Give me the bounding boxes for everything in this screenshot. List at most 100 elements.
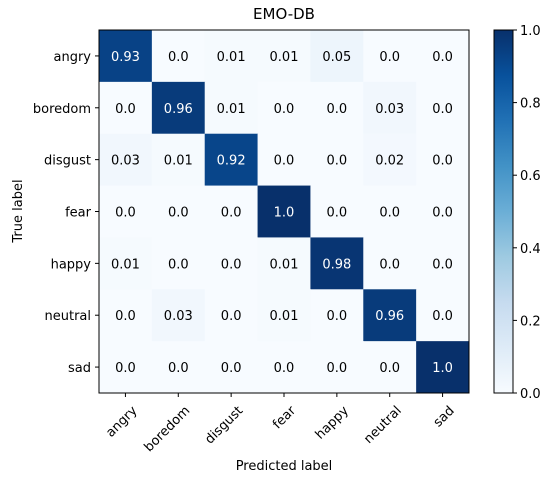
heatmap-cell xyxy=(363,133,417,187)
heatmap-cell xyxy=(363,30,417,83)
x-tick-label: sad xyxy=(431,403,458,430)
heatmap-cell xyxy=(99,237,153,290)
heatmap-cell xyxy=(99,341,153,394)
colorbar: 0.0 0.2 0.4 0.6 0.8 1.0 xyxy=(493,24,541,402)
x-axis-title: Predicted label xyxy=(236,459,333,474)
cell-value-label: 0.0 xyxy=(327,361,348,376)
heatmap-cell xyxy=(257,30,311,83)
cell-value-label: 0.01 xyxy=(164,154,193,169)
heatmap-cells xyxy=(99,30,470,394)
y-axis-title: True label xyxy=(11,179,26,243)
cell-value-label: 0.0 xyxy=(168,206,189,221)
heatmap-cell xyxy=(416,289,470,342)
heatmap-cell xyxy=(416,81,470,135)
heatmap-cell xyxy=(99,133,153,187)
cell-value-label: 0.05 xyxy=(322,50,351,65)
colorbar-tick-label: 0.2 xyxy=(520,314,541,329)
heatmap-cell xyxy=(151,30,206,83)
heatmap-cell xyxy=(99,289,153,342)
heatmap-cell xyxy=(310,185,364,238)
cell-value-label: 0.0 xyxy=(379,361,400,376)
heatmap-cell xyxy=(257,133,311,187)
heatmap-cell xyxy=(204,81,259,135)
heatmap-cell xyxy=(363,185,417,238)
heatmap-cell xyxy=(416,133,470,187)
x-tick-label: disgust xyxy=(202,403,246,447)
heatmap-cell xyxy=(310,81,364,135)
cell-value-labels: 0.93 0.0 0.01 0.01 0.05 0.0 0.0 0.0 0.96 0.01 0.0 0… xyxy=(111,50,453,376)
cell-value-label: 0.01 xyxy=(270,309,299,324)
colorbar-tick-label: 1.0 xyxy=(520,24,541,39)
heatmap-cell xyxy=(310,237,364,290)
heatmap-cell xyxy=(416,237,470,290)
cell-value-label: 0.0 xyxy=(168,50,189,65)
cell-value-label: 0.0 xyxy=(327,102,348,117)
cell-value-label: 1.0 xyxy=(432,361,453,376)
cell-value-label: 0.01 xyxy=(217,102,246,117)
heatmap-cell xyxy=(151,237,206,290)
cell-value-label: 0.01 xyxy=(111,257,140,272)
heatmap-cell xyxy=(99,81,153,135)
heatmap-cell xyxy=(151,81,206,135)
cell-value-label: 0.0 xyxy=(379,206,400,221)
heatmap-cell xyxy=(151,289,206,342)
y-tick-label: boredom xyxy=(33,102,91,117)
cell-value-label: 0.0 xyxy=(432,206,453,221)
heatmap-cell xyxy=(416,341,470,394)
colorbar-tick-label: 0.4 xyxy=(520,242,541,257)
cell-value-label: 0.96 xyxy=(164,102,193,117)
cell-value-label: 0.0 xyxy=(115,361,136,376)
heatmap-cell xyxy=(257,289,311,342)
heatmap-cell xyxy=(363,81,417,135)
heatmap-cell xyxy=(257,341,311,394)
heatmap-cell xyxy=(310,341,364,394)
cell-value-label: 0.0 xyxy=(327,154,348,169)
cell-value-label: 0.0 xyxy=(432,50,453,65)
cell-value-label: 0.0 xyxy=(432,102,453,117)
heatmap-cell xyxy=(363,341,417,394)
cell-value-label: 0.01 xyxy=(270,257,299,272)
heatmap-cell xyxy=(151,341,206,394)
colorbar-tick-label: 0.0 xyxy=(520,387,541,402)
cell-value-label: 0.96 xyxy=(375,309,404,324)
chart-title: EMO-DB xyxy=(253,5,315,23)
colorbar-tick-label: 0.8 xyxy=(520,97,541,112)
cell-value-label: 0.03 xyxy=(111,154,140,169)
heatmap-cell xyxy=(204,133,259,187)
colorbar-gradient xyxy=(493,29,514,394)
x-axis: angry boredom disgust fear happy neutral sad xyxy=(103,393,458,455)
heatmap-cell xyxy=(99,185,153,238)
heatmap-cell xyxy=(310,289,364,342)
y-tick-label: angry xyxy=(54,50,92,65)
cell-value-label: 0.92 xyxy=(217,154,246,169)
cell-value-label: 0.0 xyxy=(168,257,189,272)
heatmap-cell xyxy=(416,30,470,83)
cell-value-label: 0.03 xyxy=(375,102,404,117)
cell-value-label: 1.0 xyxy=(274,206,295,221)
cell-value-label: 0.01 xyxy=(217,50,246,65)
cell-value-label: 0.0 xyxy=(379,257,400,272)
cell-value-label: 0.0 xyxy=(432,154,453,169)
heatmap-cell xyxy=(363,289,417,342)
cell-value-label: 0.0 xyxy=(274,361,295,376)
cell-value-label: 0.0 xyxy=(327,206,348,221)
cell-value-label: 0.0 xyxy=(168,361,189,376)
heatmap-cell xyxy=(257,237,311,290)
heatmap-cell xyxy=(204,289,259,342)
heatmap-cell xyxy=(257,81,311,135)
cell-value-label: 0.0 xyxy=(432,309,453,324)
cell-value-label: 0.0 xyxy=(115,309,136,324)
heatmap-cell xyxy=(204,237,259,290)
y-tick-label: fear xyxy=(65,206,92,221)
cell-value-label: 0.98 xyxy=(322,257,351,272)
heatmap-cell xyxy=(151,185,206,238)
cell-value-label: 0.0 xyxy=(274,154,295,169)
heatmap-cell xyxy=(204,185,259,238)
heatmap-cell xyxy=(204,30,259,83)
cell-value-label: 0.0 xyxy=(221,309,242,324)
colorbar-tick-label: 0.6 xyxy=(520,169,541,184)
cell-value-label: 0.0 xyxy=(221,257,242,272)
cell-value-label: 0.0 xyxy=(432,257,453,272)
